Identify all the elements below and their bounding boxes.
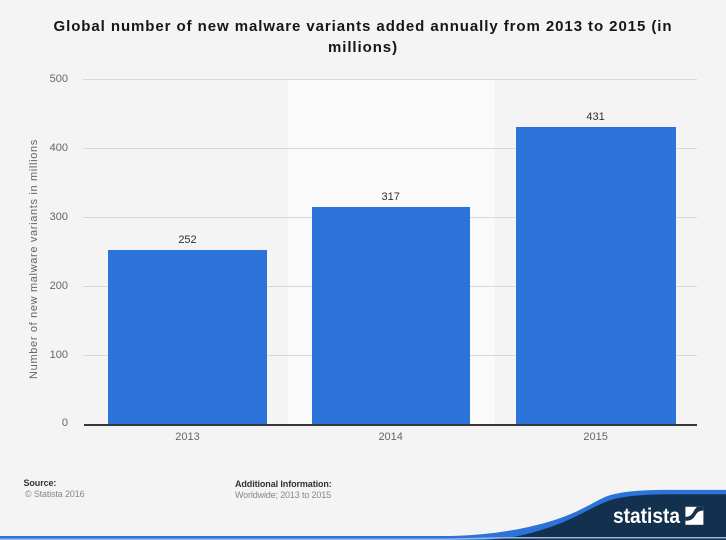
svg-text:statista: statista [613, 505, 680, 528]
